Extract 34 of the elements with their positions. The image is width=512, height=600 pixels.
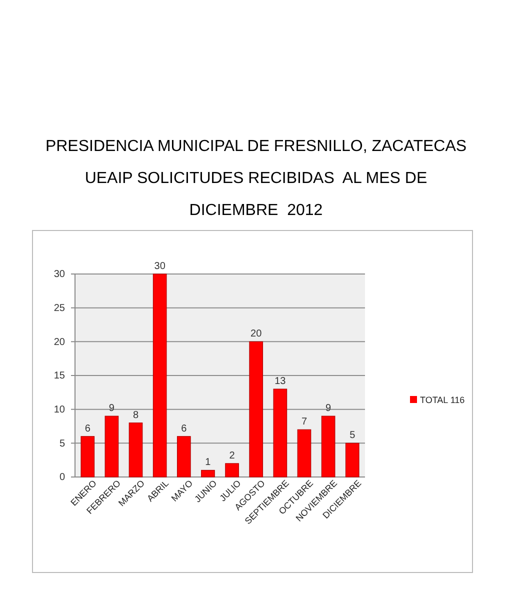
y-tick-label: 30 bbox=[54, 269, 66, 280]
bar bbox=[249, 341, 264, 478]
y-tick-label: 10 bbox=[54, 404, 66, 416]
bar bbox=[152, 274, 167, 478]
bar bbox=[128, 422, 143, 478]
chart-subtitle: UEAIP SOLICITUDES RECIBIDAS AL MES DE DICIEMBRE 2012 bbox=[84, 170, 428, 219]
bar bbox=[345, 442, 360, 478]
legend-label: TOTAL 116 bbox=[420, 395, 465, 405]
data-label: 5 bbox=[350, 430, 356, 442]
data-label: 20 bbox=[250, 328, 262, 340]
bar bbox=[297, 429, 312, 478]
bar bbox=[273, 388, 288, 478]
y-tick-label: 0 bbox=[59, 472, 66, 484]
y-tick-label: 15 bbox=[54, 370, 66, 382]
chart-title: PRESIDENCIA MUNICIPAL DE FRESNILLO, ZACATECAS bbox=[45, 138, 467, 155]
bar bbox=[176, 436, 191, 478]
data-label: 2 bbox=[229, 450, 236, 462]
data-label: 7 bbox=[301, 416, 308, 428]
data-label: 6 bbox=[84, 423, 91, 434]
data-label: 1 bbox=[205, 457, 212, 468]
bar bbox=[225, 463, 239, 478]
data-label: 6 bbox=[181, 423, 188, 434]
bar bbox=[201, 470, 215, 478]
bar bbox=[321, 416, 336, 478]
data-label: 9 bbox=[326, 403, 332, 414]
data-label: 13 bbox=[274, 376, 286, 388]
bar bbox=[104, 416, 119, 478]
y-tick-label: 25 bbox=[54, 303, 66, 314]
bar bbox=[80, 436, 95, 478]
y-tick-label: 5 bbox=[59, 438, 66, 450]
data-label: 9 bbox=[108, 403, 115, 414]
data-label: 8 bbox=[132, 410, 139, 421]
y-tick-label: 20 bbox=[54, 336, 66, 348]
data-label: 30 bbox=[154, 261, 166, 272]
